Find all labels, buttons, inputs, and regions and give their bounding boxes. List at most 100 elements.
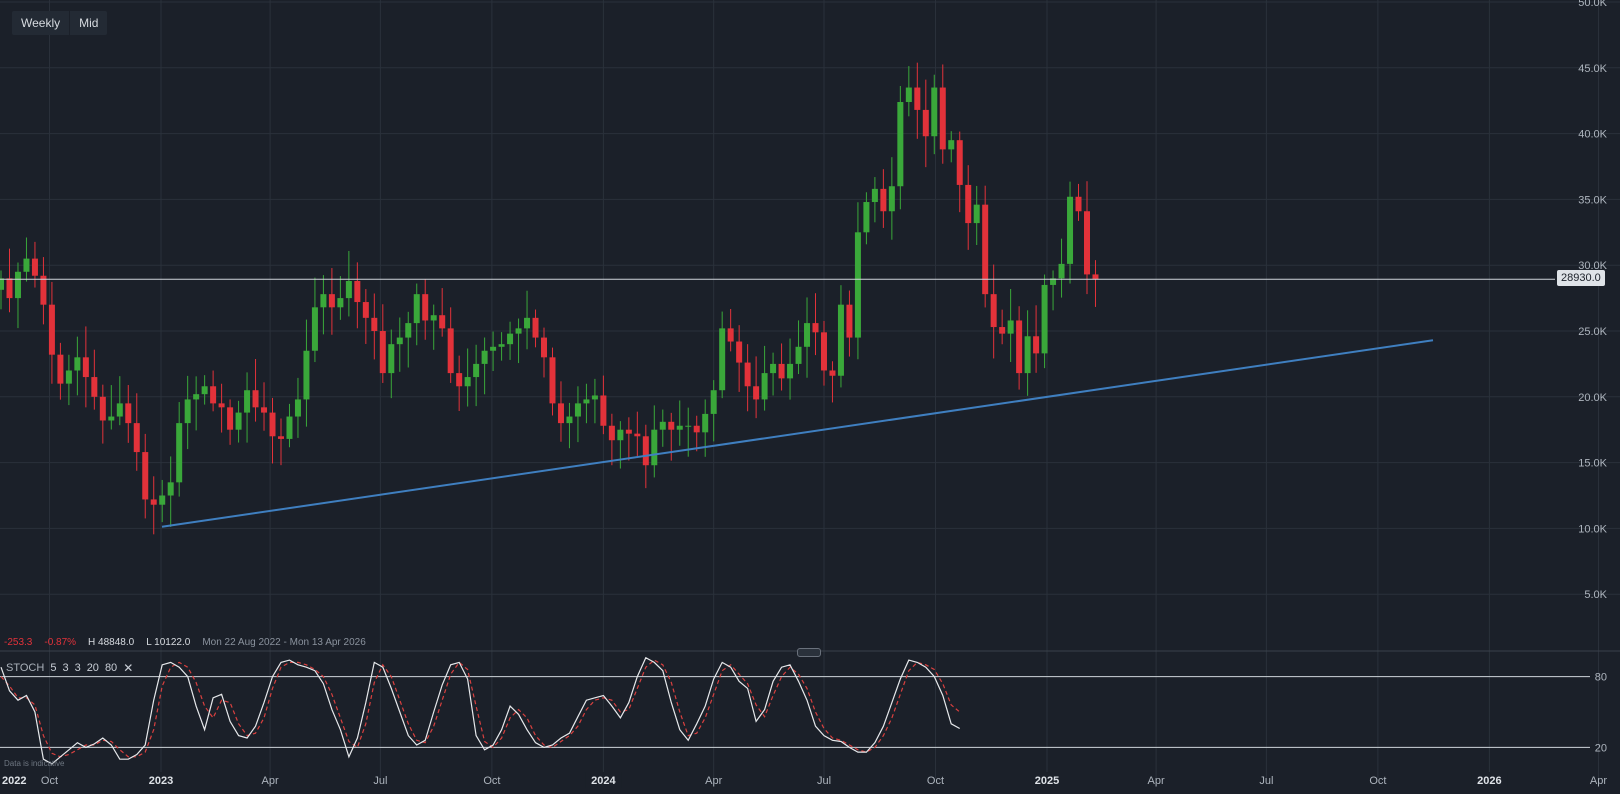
candle-down — [1033, 336, 1040, 354]
panel-resize-handle[interactable] — [797, 648, 821, 657]
candle-up — [65, 370, 72, 384]
stoch-param-lower: 20 — [86, 662, 99, 674]
candle-down — [541, 337, 548, 358]
candle-up — [710, 390, 717, 414]
candle-down — [99, 396, 106, 421]
stoch-k-line — [0, 656, 960, 765]
candle-up — [524, 317, 531, 329]
price-stats-bar: -253.3 -0.87% H 48848.0 L 10122.0 Mon 22… — [4, 637, 366, 648]
candle-down — [142, 452, 149, 500]
candle-down — [939, 87, 946, 150]
candle-down — [668, 421, 675, 430]
candle-up — [244, 390, 251, 413]
candle-down — [422, 294, 429, 321]
candle-down — [600, 395, 607, 426]
candle-down — [150, 499, 157, 505]
candle-up — [1007, 320, 1014, 334]
candle-down — [40, 275, 47, 305]
x-tick-label: 2024 — [591, 775, 616, 787]
candle-up — [837, 304, 844, 376]
candle-down — [736, 341, 743, 363]
candle-down — [922, 109, 929, 137]
candle-up — [396, 337, 403, 345]
x-tick-label: Apr — [705, 775, 722, 787]
candle-down — [914, 87, 921, 110]
y-tick-label: 10.0K — [1578, 523, 1607, 535]
candle-down — [778, 363, 785, 379]
candle-down — [1083, 211, 1090, 275]
chart-toolbar: Weekly Mid — [12, 11, 108, 35]
x-tick-label: 2025 — [1035, 775, 1059, 787]
candle-up — [490, 346, 497, 351]
candle-up — [405, 323, 412, 338]
candle-down — [820, 332, 827, 371]
price-change: -253.3 — [4, 637, 33, 648]
candle-up — [23, 258, 30, 272]
x-tick-label: Jul — [817, 775, 831, 787]
chart-overlay — [0, 278, 1555, 528]
candle-up — [413, 294, 420, 324]
candle-up — [116, 403, 123, 417]
candle-down — [549, 357, 556, 404]
candle-down — [82, 357, 89, 378]
candle-down — [880, 188, 887, 212]
candle-up — [481, 350, 488, 364]
y-tick-label: 45.0K — [1578, 63, 1607, 75]
candle-up — [337, 298, 344, 308]
candle-up — [973, 204, 980, 224]
data-disclaimer: Data is indicative — [4, 759, 65, 768]
candle-down — [990, 294, 997, 328]
candle-down — [227, 407, 234, 430]
y-tick-label: 30.0K — [1578, 260, 1607, 272]
candle-up — [702, 413, 709, 433]
date-range: Mon 22 Aug 2022 - Mon 13 Apr 2026 — [202, 637, 366, 648]
year-label-bg — [143, 772, 179, 788]
stoch-param-d: 3 — [74, 662, 81, 674]
y-tick-label: 35.0K — [1578, 194, 1607, 206]
candle-up — [617, 429, 624, 441]
candle-up — [651, 429, 658, 466]
candle-down — [642, 436, 649, 466]
candle-up — [854, 232, 861, 338]
stoch-tick-label: 80 — [1595, 672, 1607, 684]
stoch-indicator-name[interactable]: STOCH — [6, 662, 45, 674]
candle-up — [1050, 278, 1057, 285]
candle-down — [252, 390, 259, 408]
current-price-tag: 28930.0 — [1557, 270, 1605, 286]
candle-up — [583, 399, 590, 404]
candle-down — [57, 354, 64, 384]
x-tick-label: Apr — [1590, 775, 1607, 787]
candle-down — [532, 317, 539, 338]
candle-up — [566, 416, 573, 424]
candle-down — [1016, 320, 1023, 374]
year-label-bg — [585, 772, 622, 788]
candle-down — [634, 433, 641, 437]
candle-down — [371, 317, 378, 331]
x-tick-label: Oct — [927, 775, 944, 787]
candle-down — [125, 403, 132, 424]
candle-up — [473, 363, 480, 378]
interval-button[interactable]: Weekly — [21, 16, 61, 30]
candle-down — [982, 204, 989, 295]
price-type-button[interactable]: Mid — [69, 11, 107, 35]
stoch-legend: STOCH 5 3 3 20 80 ✕ — [6, 661, 133, 675]
candlestick-series — [0, 62, 1099, 535]
candle-down — [210, 386, 217, 404]
candle-down — [1092, 274, 1099, 280]
candle-down — [447, 328, 454, 374]
candle-up — [591, 395, 598, 400]
y-tick-label: 40.0K — [1578, 129, 1607, 141]
candle-up — [430, 315, 437, 321]
close-icon[interactable]: ✕ — [123, 661, 134, 675]
candle-up — [719, 328, 726, 391]
x-tick-label: 2022 — [2, 775, 26, 787]
candle-up — [388, 344, 395, 374]
candle-down — [328, 294, 335, 308]
candle-down — [261, 407, 268, 413]
candle-up — [193, 394, 200, 400]
candle-down — [379, 331, 386, 374]
candle-down — [829, 370, 836, 376]
